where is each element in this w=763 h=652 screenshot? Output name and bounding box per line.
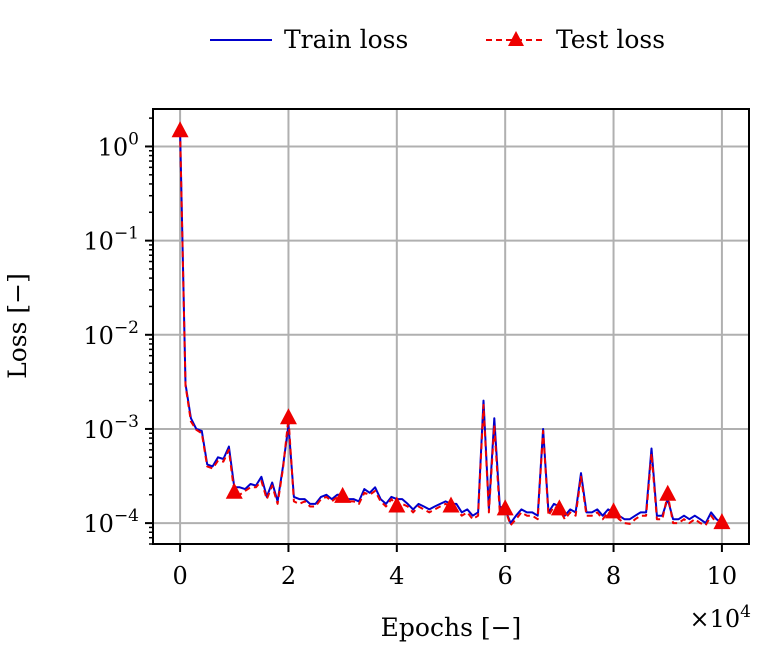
series-marker-test-loss bbox=[388, 496, 406, 513]
x-tick-label: 0 bbox=[172, 562, 187, 590]
x-tick-label: 6 bbox=[498, 562, 513, 590]
series-layer bbox=[171, 121, 731, 530]
legend: Train loss Test loss bbox=[210, 25, 665, 54]
legend-label-train: Train loss bbox=[284, 25, 408, 54]
y-tick-label: 10−4 bbox=[83, 506, 139, 538]
series-marker-test-loss bbox=[550, 499, 568, 516]
x-axis-multiplier: ×104 bbox=[690, 602, 751, 633]
y-tick-label: 10−2 bbox=[83, 318, 139, 350]
series-marker-test-loss bbox=[496, 499, 514, 516]
y-tick-label-base: 10 bbox=[98, 133, 129, 161]
y-tick-label: 10−3 bbox=[83, 412, 139, 444]
series-marker-test-loss bbox=[713, 513, 731, 530]
series-marker-test-loss bbox=[171, 121, 189, 138]
legend-marker-test bbox=[508, 31, 524, 46]
legend-label-test: Test loss bbox=[556, 25, 665, 54]
x-tick-label: 4 bbox=[389, 562, 404, 590]
series-marker-test-loss bbox=[225, 482, 243, 499]
y-tick-label-exp: −1 bbox=[114, 224, 139, 244]
y-tick-label-base: 10 bbox=[83, 228, 114, 256]
y-axis-label: Loss [−] bbox=[3, 273, 32, 379]
x-tick-label: 10 bbox=[707, 562, 738, 590]
series-marker-test-loss bbox=[442, 496, 460, 513]
series-marker-test-loss bbox=[605, 502, 623, 519]
grid bbox=[153, 109, 749, 544]
y-tick-label-exp: −2 bbox=[114, 318, 139, 338]
y-tick-label: 100 bbox=[98, 129, 139, 161]
y-tick-label-exp: −4 bbox=[114, 506, 139, 526]
y-tick-label-base: 10 bbox=[83, 416, 114, 444]
series-line-train-loss bbox=[179, 131, 723, 525]
legend-item-test: Test loss bbox=[486, 25, 665, 54]
legend-item-train: Train loss bbox=[210, 25, 408, 54]
x-tick-labels: 0 2 4 6 8 10 bbox=[172, 562, 737, 590]
y-tick-label-exp: 0 bbox=[128, 129, 139, 149]
ticks bbox=[145, 117, 723, 552]
x-tick-label: 2 bbox=[281, 562, 296, 590]
plot-frame bbox=[152, 108, 750, 545]
series-marker-test-loss bbox=[659, 484, 677, 501]
y-tick-label-base: 10 bbox=[83, 510, 114, 538]
x-axis-multiplier-exp: 4 bbox=[740, 602, 751, 622]
series-line-test-loss bbox=[179, 131, 722, 527]
y-tick-label-exp: −3 bbox=[114, 412, 139, 432]
x-tick-label: 8 bbox=[606, 562, 621, 590]
series-marker-test-loss bbox=[279, 408, 297, 425]
series-marker-test-loss bbox=[334, 486, 352, 503]
x-axis-multiplier-base: ×10 bbox=[690, 605, 741, 633]
y-tick-label-base: 10 bbox=[83, 322, 114, 350]
y-tick-label: 10−1 bbox=[83, 224, 139, 256]
x-axis-label: Epochs [−] bbox=[381, 613, 522, 642]
